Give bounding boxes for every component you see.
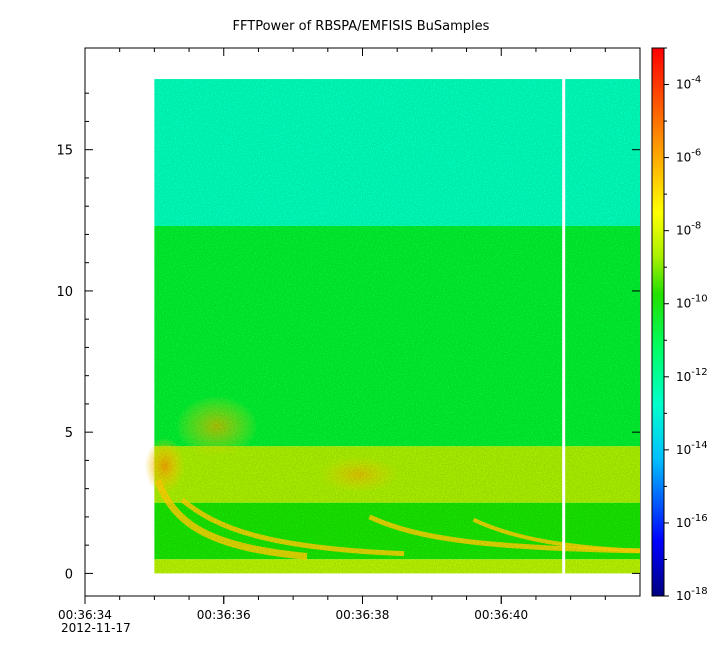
hotspot-2 [176, 396, 257, 457]
hotspot-1 [319, 456, 400, 493]
x-tick-label: 00:36:40 [474, 608, 528, 622]
colorbar [651, 47, 665, 597]
dispersion-arc-3 [472, 517, 640, 553]
x-tick-label: 00:36:36 [197, 608, 251, 622]
spectrogram-heatmap [144, 79, 640, 574]
y-tick-label: 15 [56, 144, 73, 159]
x-tick-label: 00:36:38 [336, 608, 390, 622]
heatmap-bands [144, 79, 640, 574]
colorbar-tick-label: 10-16 [676, 513, 708, 530]
x-date-label: 2012-11-17 [61, 621, 131, 635]
y-axis: 0 5 10 15 [56, 92, 640, 582]
heatmap-band-0 [154, 79, 640, 226]
data-gap [562, 79, 566, 574]
dispersion-arc-0 [154, 478, 308, 560]
y-tick-label: 10 [56, 285, 73, 300]
hotspot-0 [144, 438, 185, 495]
dispersion-arc-2 [368, 514, 640, 554]
colorbar-tick-label: 10-12 [676, 367, 708, 384]
colorbar-tick-label: 10-10 [676, 294, 708, 311]
colorbar-tick-label: 10-4 [676, 75, 701, 92]
colorbar-tick-label: 10-14 [676, 440, 708, 457]
colorbar-tick-label: 10-6 [676, 148, 701, 165]
colorbar-tick-label: 10-8 [676, 221, 701, 238]
x-axis: 00:36:34 00:36:36 00:36:38 00:36:40 [58, 48, 606, 622]
heatmap-band-4 [154, 559, 640, 574]
y-tick-label: 5 [65, 426, 73, 441]
chart-title: FFTPower of RBSPA/EMFISIS BuSamples [233, 19, 490, 34]
y-tick-label: 0 [65, 567, 73, 582]
x-tick-label: 00:36:34 [58, 608, 112, 622]
colorbar-axis: 10-4 10-6 10-8 10-10 10-12 10-14 10-16 10-18 [664, 47, 708, 603]
colorbar-tick-label: 10-18 [676, 586, 708, 603]
dispersion-arc-1 [180, 498, 405, 557]
